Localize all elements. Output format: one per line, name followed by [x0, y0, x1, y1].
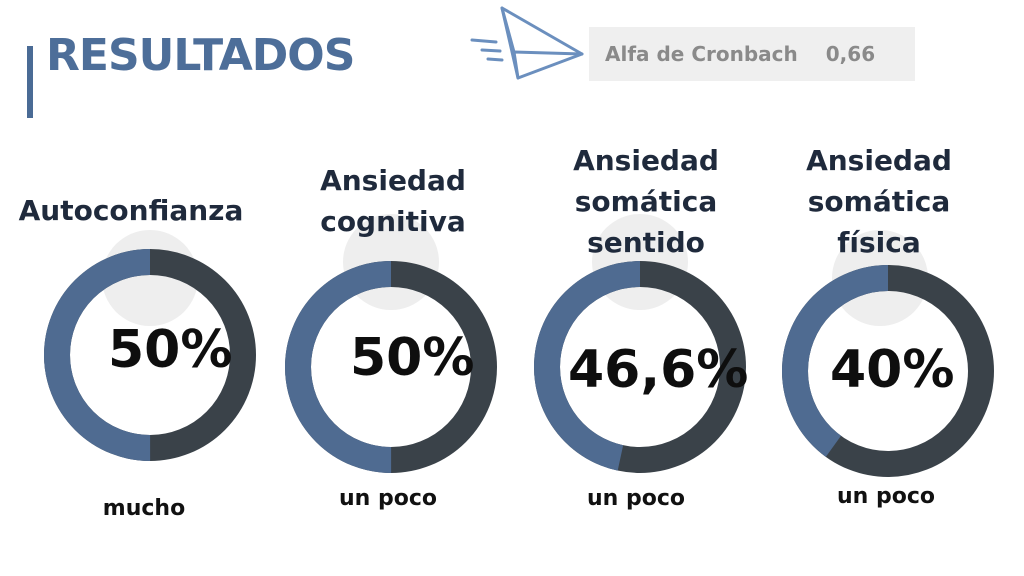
chart-value-label-4: 40% [830, 340, 955, 400]
donut-filled-segment [44, 249, 256, 461]
chart-heading-3: Ansiedad somática sentido [521, 140, 771, 263]
donut-filled-segment [285, 261, 497, 473]
chart-level-label-2: un poco [338, 486, 437, 511]
chart-level-label-1: mucho [102, 496, 186, 521]
page-title: RESULTADOS [46, 30, 355, 81]
cronbach-alpha-label: Alfa de Cronbach [605, 42, 798, 66]
chart-value-label-2: 50% [350, 328, 475, 388]
chart-heading-line: Ansiedad [320, 164, 466, 197]
title-accent-bar [27, 46, 33, 118]
chart-heading-line: Ansiedad [573, 144, 719, 177]
chart-heading-line: Ansiedad [806, 144, 952, 177]
cronbach-alpha-value: 0,66 [825, 42, 876, 66]
chart-heading-line: cognitiva [320, 205, 466, 238]
chart-value-label-3: 46,6% [568, 340, 749, 400]
paper-plane-icon [470, 6, 584, 80]
chart-heading-line: somática [807, 185, 951, 218]
donut-filled-segment [534, 261, 746, 473]
chart-heading-line: sentido [587, 226, 705, 259]
chart-value-label-1: 50% [108, 320, 233, 380]
chart-heading-line: física [837, 226, 921, 259]
chart-heading-4: Ansiedad somática física [754, 140, 1004, 263]
chart-level-label-3: un poco [586, 486, 685, 511]
donut-filled-segment [782, 265, 994, 477]
cronbach-alpha-box: Alfa de Cronbach 0,66 [589, 27, 915, 81]
chart-heading-line: Autoconfianza [18, 194, 244, 227]
chart-level-label-4: un poco [836, 484, 935, 509]
chart-heading-line: somática [574, 185, 718, 218]
chart-heading-1: Autoconfianza [6, 190, 256, 231]
chart-heading-2: Ansiedad cognitiva [268, 160, 518, 242]
